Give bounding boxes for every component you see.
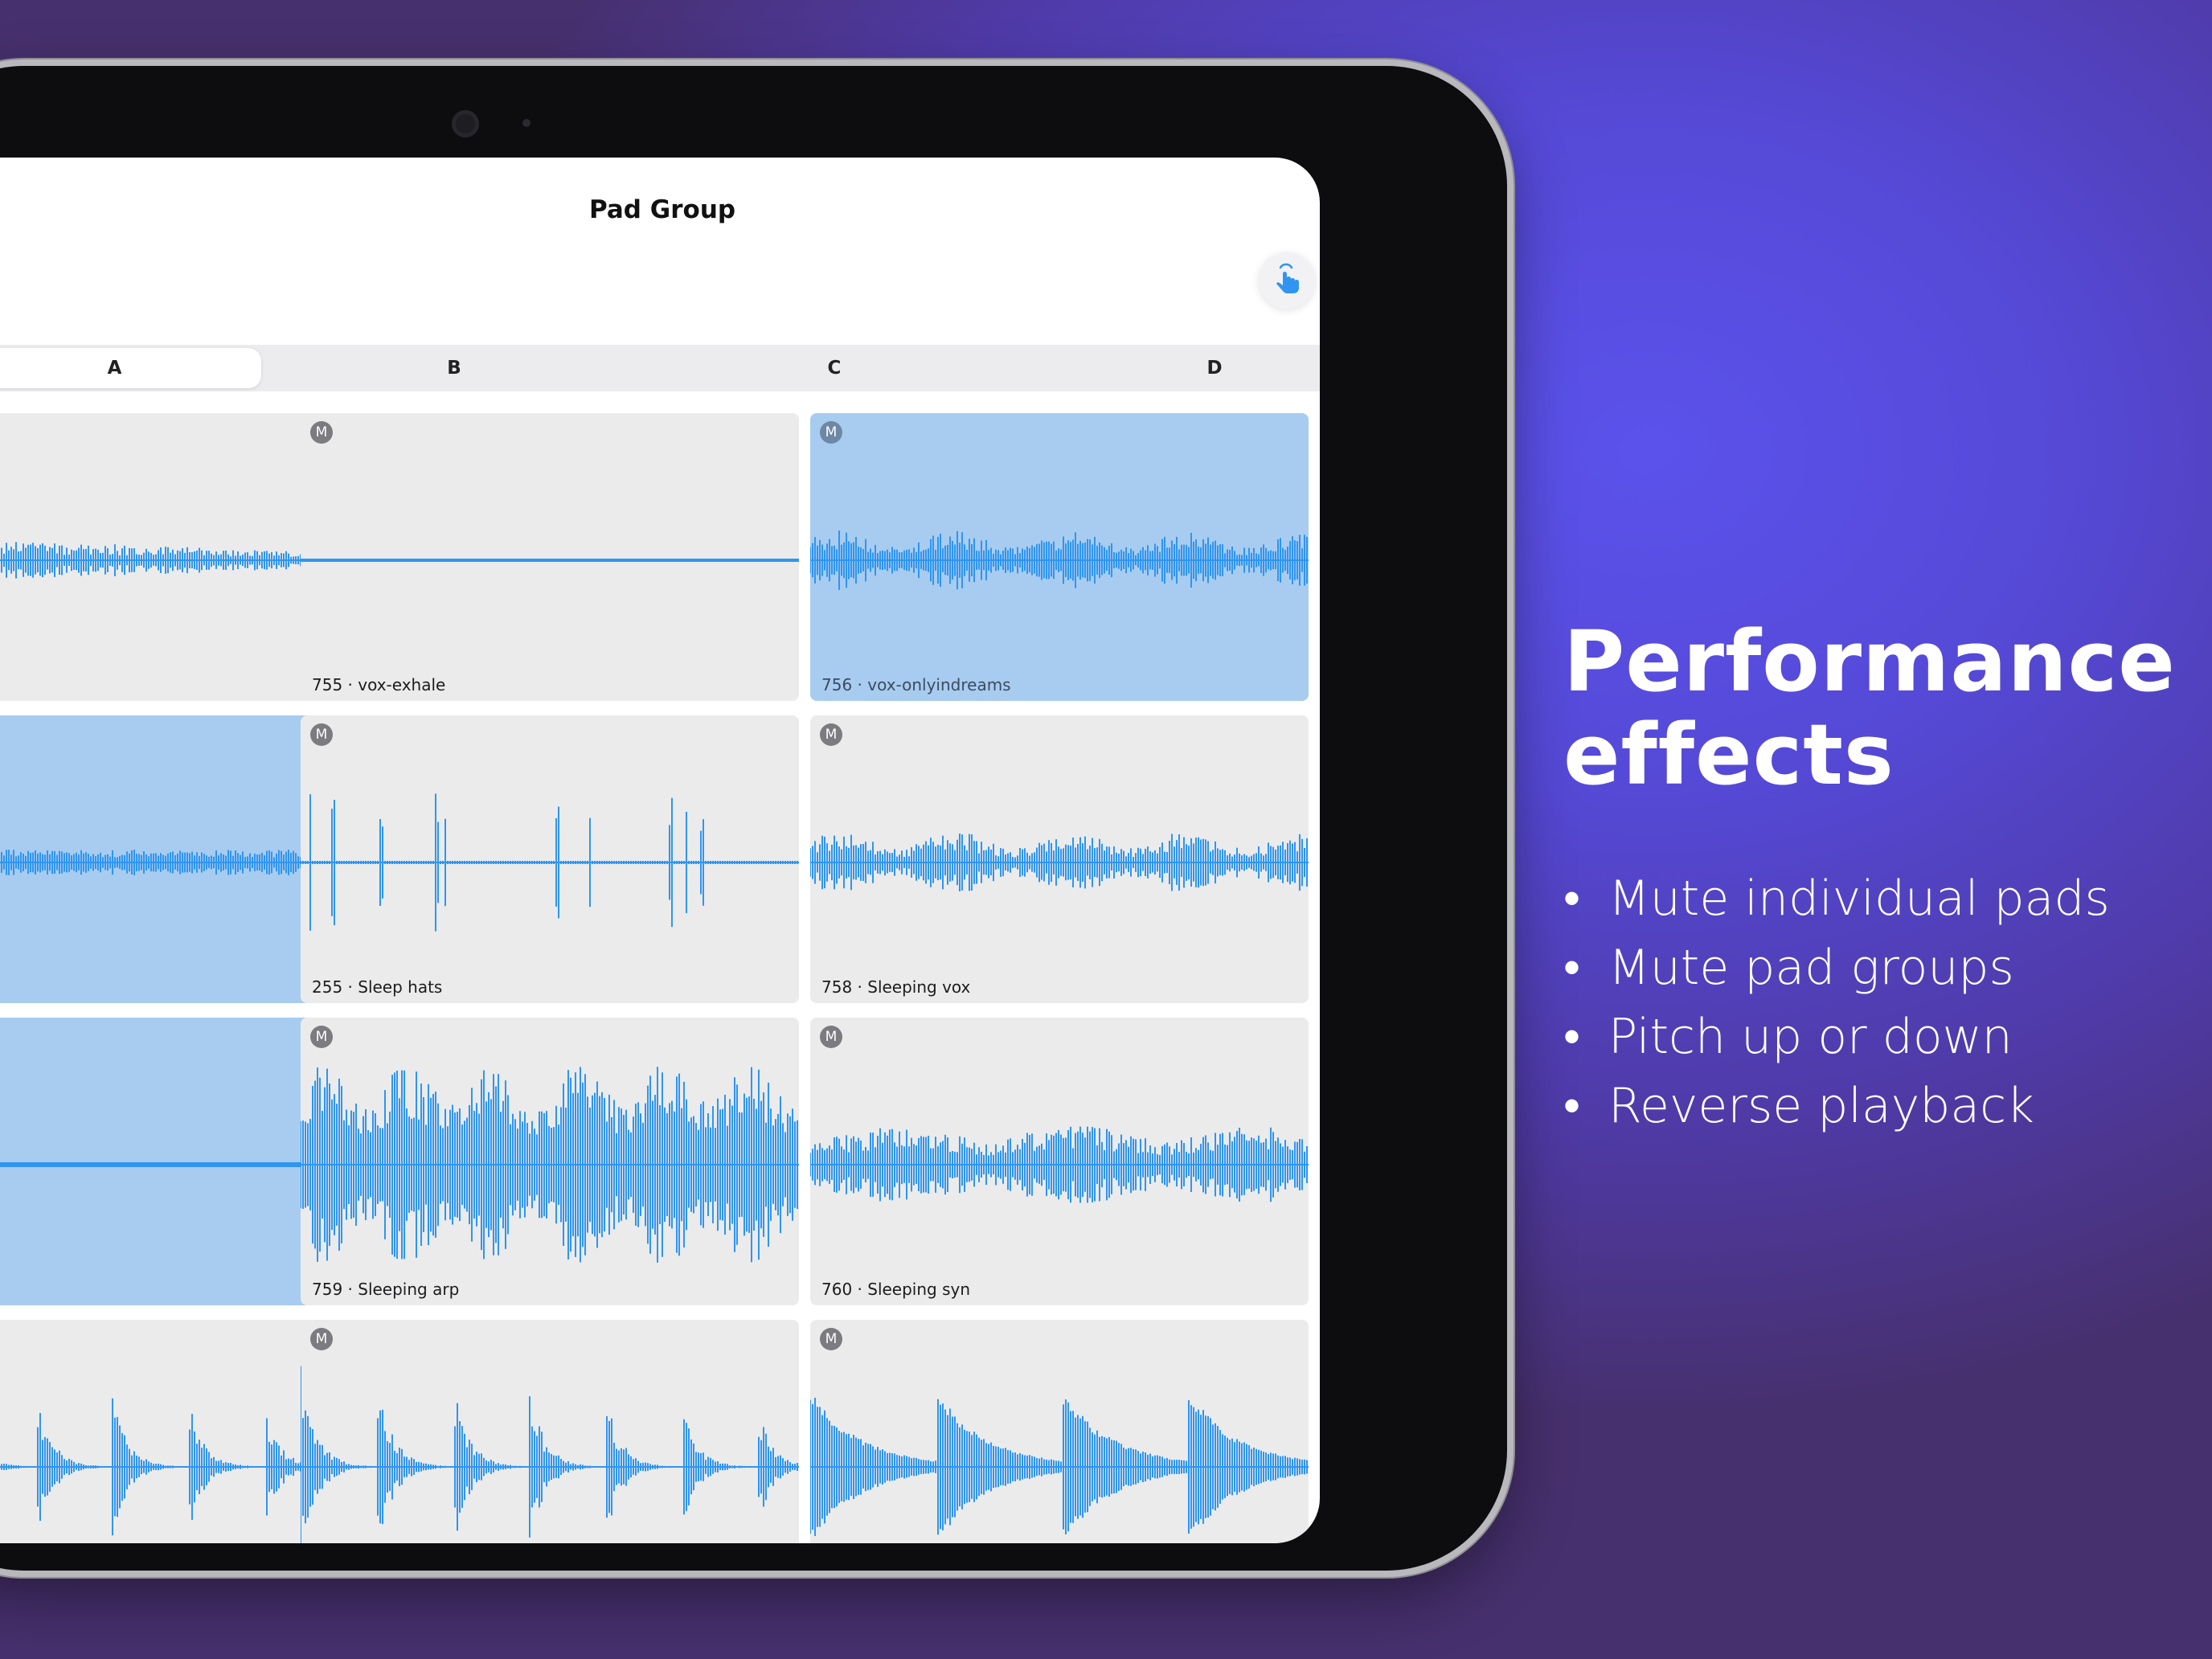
feature-item: • Mute pad groups bbox=[1563, 940, 2014, 996]
waveform-path bbox=[301, 1067, 799, 1263]
tab-b[interactable]: B bbox=[447, 358, 461, 379]
mute-badge-icon[interactable]: M bbox=[820, 421, 842, 444]
mute-badge-icon[interactable]: M bbox=[820, 1328, 842, 1350]
pad-label: 255 · Sleep hats bbox=[312, 977, 443, 997]
feature-item: • Pitch up or down bbox=[1563, 1009, 2013, 1065]
headline-line-2: effects bbox=[1563, 706, 1895, 804]
feature-item: • Reverse playback bbox=[1563, 1078, 2034, 1134]
pad-label: 760 · Sleeping syn bbox=[821, 1280, 971, 1299]
waveform-path bbox=[301, 559, 799, 562]
mute-badge-icon[interactable]: M bbox=[310, 1026, 333, 1048]
pad-tile[interactable]: M bbox=[301, 1320, 799, 1543]
pad-group-selector: A B C D bbox=[0, 345, 1320, 391]
waveform-path bbox=[810, 833, 1309, 892]
waveform-path bbox=[810, 530, 1309, 590]
front-camera bbox=[452, 110, 479, 137]
tab-c[interactable]: C bbox=[827, 358, 842, 379]
waveform bbox=[810, 1126, 1309, 1203]
tab-a[interactable]: A bbox=[0, 348, 261, 388]
pad-tile[interactable]: M bbox=[810, 1320, 1309, 1543]
waveform bbox=[301, 559, 799, 562]
pad-tile[interactable]: M 756 · vox-onlyindreams bbox=[810, 413, 1309, 701]
mute-badge-icon[interactable]: M bbox=[820, 723, 842, 746]
feature-item: • Mute individual pads bbox=[1563, 870, 2110, 927]
feature-list: • Mute individual pads • Mute pad groups •… bbox=[1563, 864, 2110, 1141]
app-screen: Pad Group A B C D M 755 · vox-exhale M 756 … bbox=[0, 158, 1320, 1543]
waveform bbox=[301, 1067, 799, 1263]
waveform bbox=[810, 833, 1309, 892]
waveform-path bbox=[810, 1398, 1309, 1536]
mute-badge-icon[interactable]: M bbox=[310, 723, 333, 746]
pad-tile[interactable]: M 760 · Sleeping syn bbox=[810, 1018, 1309, 1305]
pad-label: 755 · vox-exhale bbox=[312, 675, 446, 694]
pad-tile[interactable]: M 255 · Sleep hats bbox=[301, 715, 799, 1003]
camera-sensor bbox=[522, 119, 530, 127]
waveform-path bbox=[810, 1126, 1309, 1203]
ipad-device: Pad Group A B C D M 755 · vox-exhale M 756 … bbox=[0, 66, 1507, 1571]
headline-line-1: Performance bbox=[1563, 612, 2176, 711]
pad-label: 756 · vox-onlyindreams bbox=[821, 675, 1011, 694]
marketing-headline: Performance effects bbox=[1563, 612, 2176, 804]
mute-badge-icon[interactable]: M bbox=[820, 1026, 842, 1048]
tap-mode-button[interactable] bbox=[1259, 252, 1315, 309]
page-title: Pad Group bbox=[589, 195, 736, 224]
waveform bbox=[301, 793, 799, 932]
waveform-path bbox=[301, 793, 799, 932]
hand-tap-icon bbox=[1276, 263, 1299, 293]
header: Pad Group bbox=[0, 158, 1304, 252]
waveform bbox=[810, 1398, 1309, 1536]
pad-tile[interactable]: M 758 · Sleeping vox bbox=[810, 715, 1309, 1003]
mute-badge-icon[interactable]: M bbox=[310, 1328, 333, 1350]
waveform bbox=[810, 530, 1309, 590]
waveform bbox=[301, 1366, 799, 1543]
pad-tile[interactable]: M 755 · vox-exhale bbox=[301, 413, 799, 701]
tab-d[interactable]: D bbox=[1206, 358, 1223, 379]
pad-label: 759 · Sleeping arp bbox=[312, 1280, 460, 1299]
mute-badge-icon[interactable]: M bbox=[310, 421, 333, 444]
waveform-path bbox=[301, 1366, 799, 1543]
pad-tile[interactable]: M 759 · Sleeping arp bbox=[301, 1018, 799, 1305]
pad-label: 758 · Sleeping vox bbox=[821, 977, 971, 997]
